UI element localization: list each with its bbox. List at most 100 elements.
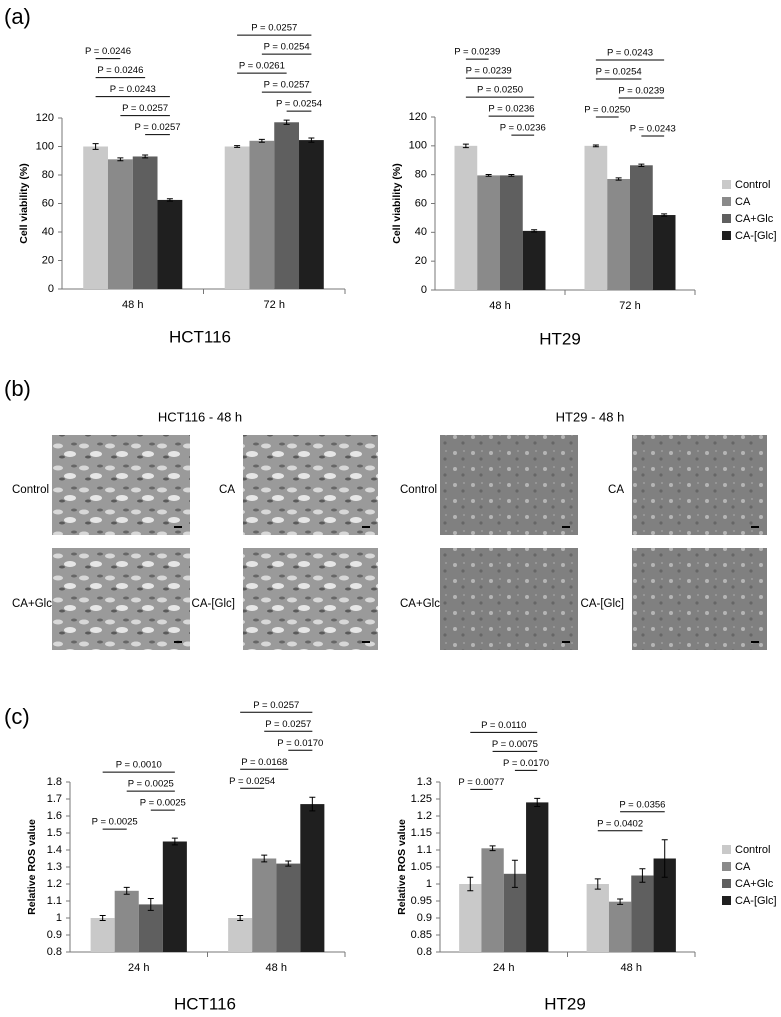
bar <box>224 146 250 289</box>
y-tick-label: 1.2 <box>47 878 62 890</box>
legend-label: CA <box>735 861 751 873</box>
y-tick-label: 120 <box>409 111 427 123</box>
p-value: P = 0.0257 <box>122 103 168 114</box>
micrograph <box>52 548 190 650</box>
panel-label: (a) <box>4 4 31 29</box>
p-value: P = 0.0243 <box>630 123 676 134</box>
chart-title: HT29 <box>544 994 586 1013</box>
x-tick-label: 48 h <box>621 962 642 974</box>
p-value: P = 0.0250 <box>477 85 523 96</box>
error-bar <box>508 174 515 177</box>
error-bar <box>142 154 149 159</box>
p-value: P = 0.0246 <box>85 46 131 57</box>
x-tick-label: 24 h <box>128 962 149 974</box>
chart-title: HCT116 <box>174 994 236 1013</box>
micrograph-label: CA+Glc <box>400 598 440 610</box>
error-bar <box>534 797 541 807</box>
error-bar <box>615 177 622 181</box>
bar <box>652 215 676 290</box>
p-value: P = 0.0254 <box>276 99 322 110</box>
y-tick-label: 80 <box>42 169 54 181</box>
y-tick-label: 1.8 <box>47 776 62 788</box>
p-value: P = 0.0170 <box>277 738 323 749</box>
bar <box>608 901 632 952</box>
legend-label: Control <box>735 179 770 191</box>
y-tick-label: 20 <box>415 255 427 267</box>
bar <box>459 884 482 952</box>
bar <box>481 848 504 952</box>
legend-swatch <box>722 896 731 905</box>
y-tick-label: 1.1 <box>417 844 432 856</box>
p-value: P = 0.0254 <box>229 776 275 787</box>
error-bar <box>638 163 645 167</box>
bar <box>228 918 253 952</box>
micrograph-label: CA+Glc <box>12 598 52 610</box>
y-tick-label: 60 <box>42 197 54 209</box>
p-value: P = 0.0246 <box>97 65 143 76</box>
p-value: P = 0.0257 <box>134 122 180 133</box>
bar <box>138 904 163 952</box>
bar <box>83 146 108 289</box>
y-tick-label: 1.25 <box>411 793 432 805</box>
y-tick-label: 1.3 <box>47 861 62 873</box>
error-bar <box>283 119 290 125</box>
p-value: P = 0.0257 <box>264 80 310 91</box>
micrograph-title: HT29 - 48 h <box>556 409 625 424</box>
error-bar <box>166 198 173 202</box>
y-tick-label: 0 <box>421 284 427 296</box>
p-value: P = 0.0170 <box>503 758 549 769</box>
legend-swatch <box>722 862 731 871</box>
chart-title: HCT116 <box>169 327 231 346</box>
bar <box>607 178 630 290</box>
y-tick-label: 100 <box>36 140 54 152</box>
y-tick-label: 1.3 <box>417 776 432 788</box>
bar <box>114 890 139 952</box>
y-tick-label: 1.15 <box>411 827 432 839</box>
chart-title: HT29 <box>539 329 581 348</box>
x-tick-label: 24 h <box>493 962 514 974</box>
y-tick-label: 80 <box>415 169 427 181</box>
error-bar <box>117 157 124 162</box>
error-bar <box>485 174 492 177</box>
error-bar <box>147 897 154 911</box>
micrograph-label: Control <box>12 484 49 496</box>
y-tick-label: 1.7 <box>47 793 62 805</box>
legend-swatch <box>722 180 731 189</box>
y-axis-label: Cell viability (%) <box>18 163 30 244</box>
bar <box>503 873 527 952</box>
legend-label: CA+Glc <box>735 878 774 890</box>
p-value: P = 0.0025 <box>140 798 186 809</box>
bar <box>500 175 523 290</box>
y-axis-label: Relative ROS value <box>396 819 408 915</box>
bar <box>584 145 608 290</box>
bar <box>162 841 187 952</box>
error-bar <box>661 839 668 878</box>
error-bar <box>639 868 646 883</box>
p-value: P = 0.0254 <box>264 42 310 53</box>
y-tick-label: 1.2 <box>417 810 432 822</box>
y-axis-label: Relative ROS value <box>26 819 38 915</box>
error-bar <box>309 796 316 812</box>
p-value: P = 0.0239 <box>466 66 512 77</box>
error-bar <box>592 144 599 148</box>
error-bar <box>92 143 99 150</box>
legend-swatch <box>722 231 731 240</box>
p-value: P = 0.0075 <box>492 739 538 750</box>
legend-label: CA <box>735 196 751 208</box>
panel-label: (c) <box>4 704 30 729</box>
y-tick-label: 0.8 <box>417 946 432 958</box>
y-tick-label: 0.95 <box>411 895 432 907</box>
micrograph-label: CA <box>219 484 235 496</box>
legend-swatch <box>722 197 731 206</box>
legend-swatch <box>722 879 731 888</box>
legend-swatch <box>722 214 731 223</box>
p-value: P = 0.0243 <box>110 84 156 95</box>
micrograph <box>52 435 190 535</box>
bar <box>631 875 654 952</box>
bar <box>300 804 325 952</box>
x-tick-label: 72 h <box>619 300 640 312</box>
error-bar <box>531 229 538 233</box>
y-tick-label: 100 <box>409 140 427 152</box>
p-value: P = 0.0025 <box>128 779 174 790</box>
p-value: P = 0.0077 <box>458 777 504 788</box>
